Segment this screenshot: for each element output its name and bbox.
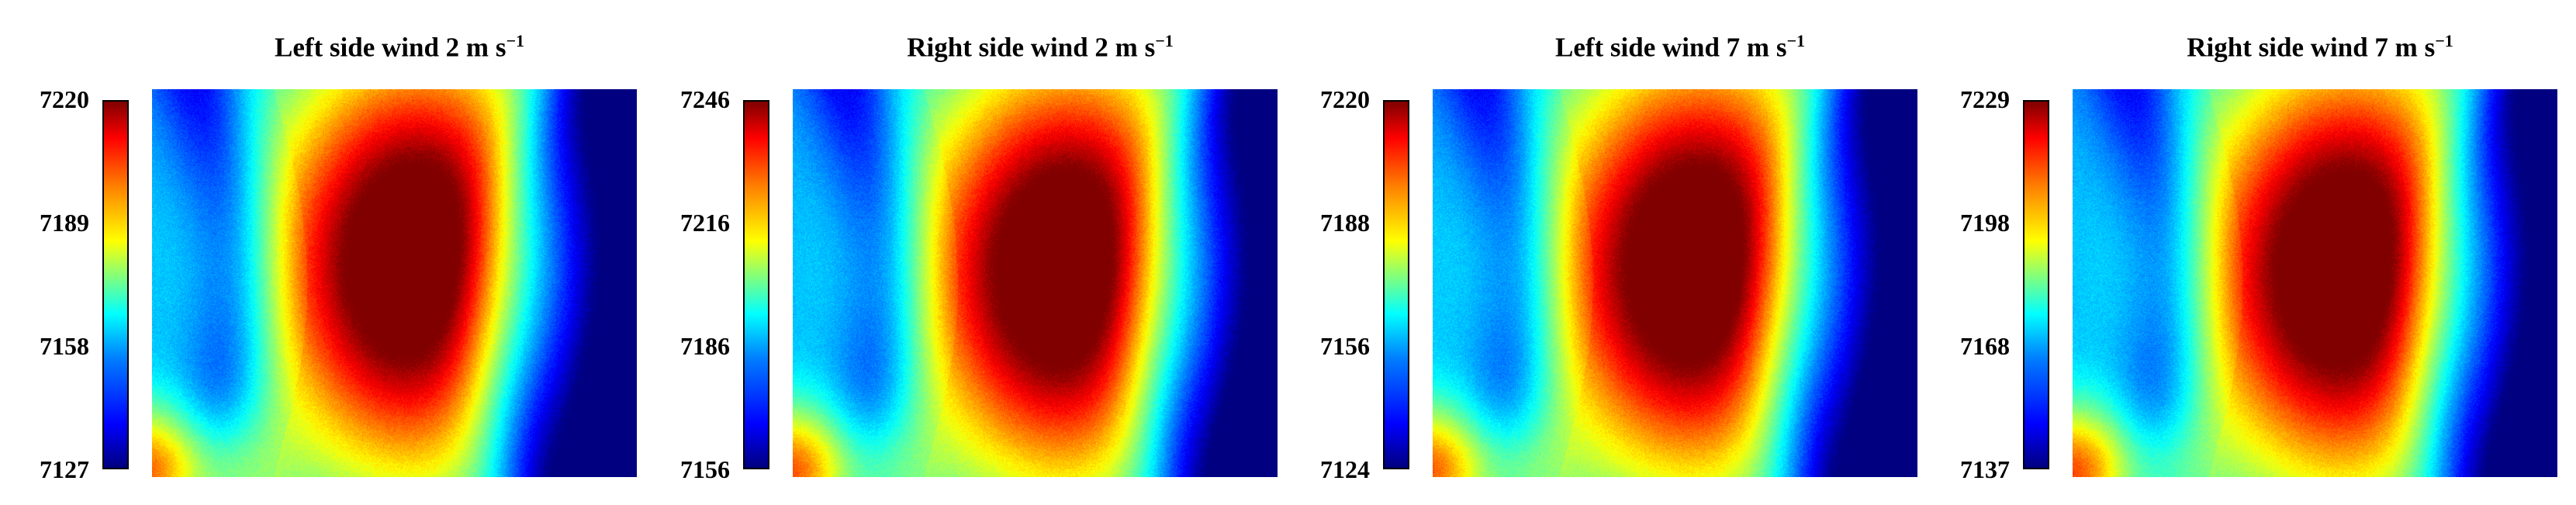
colorbar-tick-max: 7220 — [1320, 85, 1370, 113]
colorbar-tick-lower: 7186 — [680, 332, 730, 360]
unit-power: −1 — [1155, 31, 1174, 50]
colorbar-tick-min: 7124 — [1320, 455, 1370, 483]
unit-power: −1 — [2435, 31, 2453, 50]
colorbar-tick-min: 7156 — [680, 455, 730, 483]
unit-power: −1 — [506, 31, 525, 50]
colorbar-tick-lower: 7158 — [40, 332, 89, 360]
heatmap-panel-1: Left side wind 2 m s−1 7220 7189 7158 71… — [0, 0, 637, 505]
panel-title: Left side wind 2 m s−1 — [147, 31, 652, 64]
colorbar-tick-lower: 7168 — [1960, 332, 2010, 360]
panel-title-text: Right side wind 7 m s — [2187, 32, 2436, 63]
panel-title: Left side wind 7 m s−1 — [1428, 31, 1932, 64]
colorbar-tick-upper: 7198 — [1960, 209, 2010, 237]
heatmap-panel-4: Right side wind 7 m s−1 7229 7198 7168 7… — [1921, 0, 2557, 505]
unit-power: −1 — [1786, 31, 1806, 50]
colorbar-tick-max: 7229 — [1960, 85, 2010, 113]
colorbar-tick-upper: 7188 — [1320, 209, 1370, 237]
colorbar — [2023, 100, 2049, 469]
colorbar — [102, 100, 129, 469]
colorbar-tick-min: 7127 — [40, 455, 89, 483]
panel-title-text: Right side wind 2 m s — [907, 32, 1156, 63]
colorbar-tick-upper: 7189 — [40, 209, 89, 237]
heatmap-panel-2: Right side wind 2 m s−1 7246 7216 7186 7… — [641, 0, 1278, 505]
heatmap-panel-3: Left side wind 7 m s−1 7220 7188 7156 71… — [1281, 0, 1917, 505]
panel-title: Right side wind 2 m s−1 — [788, 31, 1292, 64]
colorbar-tick-max: 7246 — [680, 85, 730, 113]
heatmap-image — [793, 89, 1278, 477]
colorbar-tick-lower: 7156 — [1320, 332, 1370, 360]
panel-title-text: Left side wind 7 m s — [1554, 32, 1787, 63]
colorbar — [1383, 100, 1409, 469]
colorbar-tick-upper: 7216 — [680, 209, 730, 237]
colorbar-tick-max: 7220 — [40, 85, 89, 113]
panel-title: Right side wind 7 m s−1 — [2068, 31, 2572, 64]
heatmap-image — [2073, 89, 2557, 477]
heatmap-image — [1433, 89, 1917, 477]
heatmap-image — [152, 89, 637, 477]
colorbar-tick-min: 7137 — [1960, 455, 2010, 483]
panel-title-text: Left side wind 2 m s — [274, 32, 507, 63]
colorbar — [743, 100, 769, 469]
